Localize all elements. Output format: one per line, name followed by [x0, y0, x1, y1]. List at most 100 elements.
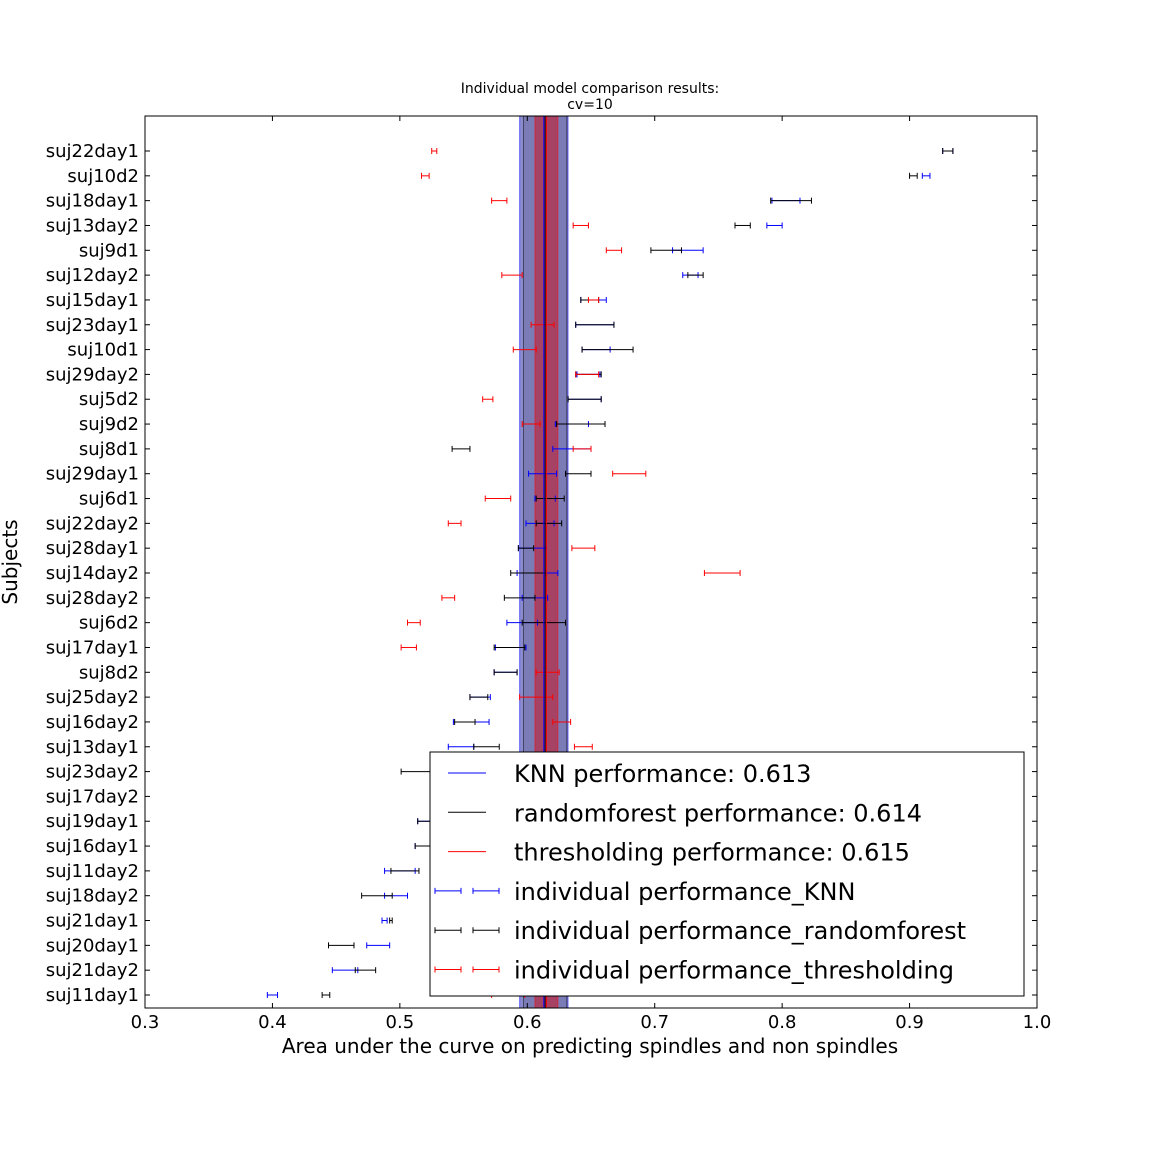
errorbar-2-4	[605, 247, 623, 254]
errorbar-1-3	[734, 222, 751, 229]
y-tick-label: suj13day2	[46, 215, 139, 236]
y-tick-label: suj18day1	[46, 191, 139, 212]
errorbar-1-24	[473, 743, 500, 750]
x-tick-label: 1.0	[1023, 1012, 1052, 1033]
errorbar-1-20	[493, 644, 526, 651]
x-tick-labels: 0.3 0.4 0.5 0.6 0.7 0.8 0.9 1.0	[131, 1012, 1052, 1033]
errorbar-1-18	[503, 594, 536, 601]
errorbar-1-31	[389, 917, 393, 924]
y-tick-label: suj21day1	[46, 911, 139, 932]
x-tick-label: 0.8	[768, 1012, 797, 1033]
errorbar-0-31	[381, 917, 388, 924]
errorbar-2-24	[573, 743, 593, 750]
errorbar-2-7	[530, 321, 555, 328]
errorbar-2-3	[572, 222, 589, 229]
y-tick-label: suj5d2	[79, 389, 139, 410]
x-tick-label: 0.4	[258, 1012, 287, 1033]
errorbar-2-2	[491, 197, 508, 204]
errorbar-1-30	[361, 892, 393, 899]
legend-item-2: thresholding performance: 0.615	[448, 839, 910, 867]
errorbar-0-1	[921, 172, 931, 179]
y-tick-labels: suj22day1 suj10d2 suj18day1 suj13day2 suj9d1…	[46, 141, 139, 1006]
legend-item-5: individual performance_thresholding	[434, 957, 954, 985]
errorbar-1-13	[565, 470, 592, 477]
errorbar-1-2	[770, 197, 812, 204]
errorbar-2-8	[512, 346, 537, 353]
errorbar-2-19	[407, 619, 421, 626]
y-tick-label: suj28day2	[46, 588, 139, 609]
errorbar-2-11	[521, 421, 541, 428]
errorbar-2-16	[571, 545, 596, 552]
y-tick-label: suj23day1	[46, 315, 139, 336]
errorbar-2-6	[587, 296, 600, 303]
errorbar-1-34	[321, 992, 331, 998]
y-tick-label: suj17day1	[46, 637, 139, 658]
y-tick-label: suj10d1	[67, 340, 139, 361]
chart-title: Individual model comparison results: cv=…	[461, 81, 720, 113]
x-tick-label: 0.3	[131, 1012, 160, 1033]
legend-label: individual performance_KNN	[514, 878, 855, 906]
legend: KNN performance: 0.613 randomforest perfo…	[429, 751, 1025, 997]
y-tick-label: suj20day1	[46, 935, 139, 956]
errorbar-2-23	[552, 718, 572, 725]
legend-item-3: individual performance_KNN	[434, 878, 855, 906]
errorbar-1-11	[556, 421, 606, 428]
chart-title-line-1: Individual model comparison results:	[461, 81, 720, 97]
legend-label: individual performance_thresholding	[514, 957, 954, 985]
errorbar-2-1	[421, 172, 430, 179]
errorbar-0-24	[447, 743, 475, 750]
legend-label: thresholding performance: 0.615	[514, 839, 910, 867]
errorbar-1-33	[354, 967, 377, 974]
errorbar-1-10	[567, 396, 602, 403]
errorbar-1-21	[493, 669, 518, 676]
errorbar-2-18	[441, 594, 456, 601]
errorbar-1-22	[469, 694, 489, 701]
errorbar-1-12	[451, 445, 471, 452]
y-tick-label: suj6d1	[79, 489, 139, 510]
legend-label: KNN performance: 0.613	[514, 760, 811, 788]
errorbar-1-1	[909, 172, 918, 179]
plot-frame	[144, 115, 1038, 1009]
y-axis-title: Subjects	[0, 519, 22, 604]
errorbar-2-14	[484, 495, 512, 502]
y-tick-label: suj9d1	[79, 240, 139, 261]
legend-item-0: KNN performance: 0.613	[448, 760, 811, 788]
errorbar-2-5	[501, 272, 523, 279]
errorbar-1-5	[687, 272, 704, 279]
errorbar-0-13	[528, 470, 558, 477]
y-tick-label: suj13day1	[46, 737, 139, 758]
y-tick-label: suj15day1	[46, 290, 139, 311]
x-tick-label: 0.5	[386, 1012, 415, 1033]
y-tick-label: suj17day2	[46, 786, 139, 807]
y-tick-label: suj23day2	[46, 762, 139, 783]
y-tick-label: suj14day2	[46, 563, 139, 584]
y-tick-label: suj12day2	[46, 265, 139, 286]
y-tick-label: suj11day1	[46, 985, 139, 1006]
errorbar-1-23	[454, 718, 476, 725]
errorbar-2-17	[703, 570, 741, 576]
errorbar-2-22	[519, 694, 554, 701]
errorbar-0-33	[331, 967, 359, 974]
errorbar-0-3	[766, 222, 783, 229]
y-tick-label: suj8d1	[79, 439, 139, 460]
chart-title-line-2: cv=10	[567, 97, 613, 113]
errorbar-2-20	[400, 644, 417, 651]
legend-box	[429, 751, 1025, 997]
errorbar-2-15	[447, 520, 462, 527]
y-tick-label: suj22day1	[46, 141, 139, 162]
y-tick-label: suj9d2	[79, 414, 139, 435]
axis-ticks	[144, 116, 1038, 1008]
errorbar-2-0	[431, 148, 438, 154]
errorbar-2-10	[482, 396, 494, 403]
legend-item-1: randomforest performance: 0.614	[448, 799, 922, 827]
errorbar-1-4	[650, 247, 682, 254]
errorbar-0-34	[266, 992, 279, 998]
individual-errorbars	[266, 148, 954, 998]
errorbar-1-29	[390, 867, 420, 874]
x-tick-label: 0.7	[640, 1012, 669, 1033]
y-tick-label: suj6d2	[79, 613, 139, 634]
y-tick-label: suj8d2	[79, 662, 139, 683]
y-tick-label: suj29day1	[46, 464, 139, 485]
y-tick-label: suj25day2	[46, 687, 139, 708]
